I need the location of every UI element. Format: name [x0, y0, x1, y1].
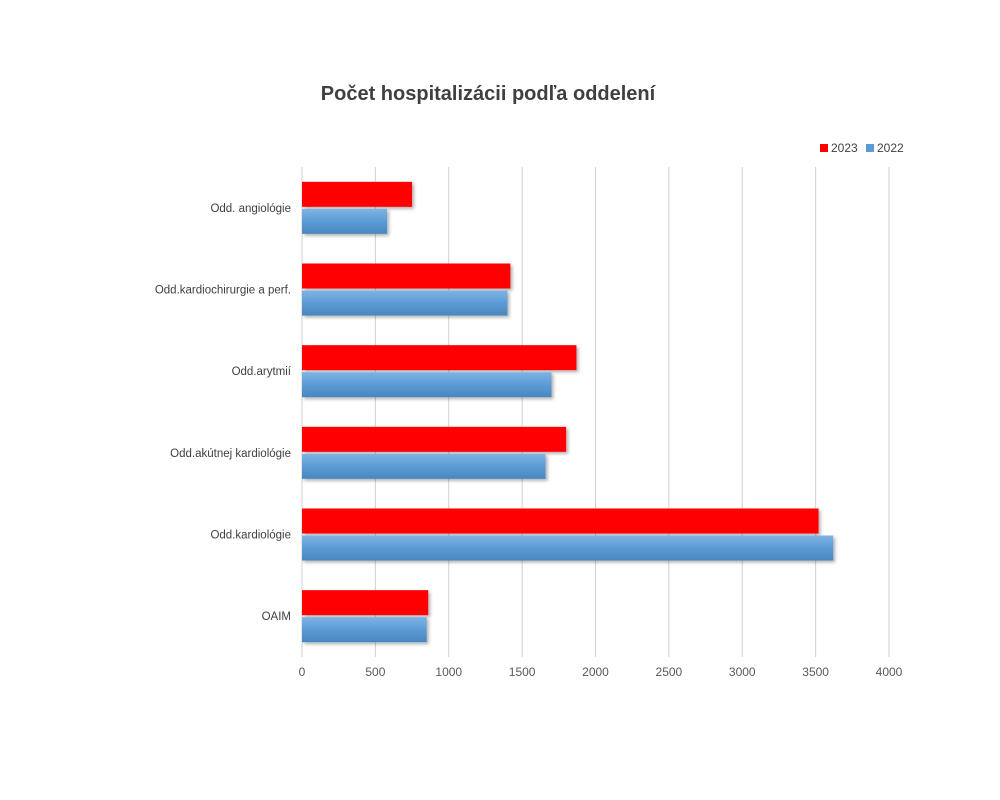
- bar-2022-2: [302, 372, 552, 398]
- x-tick-label-0: 0: [299, 665, 306, 679]
- x-axis-ticks: 0 500 1000 1500 2000 2500 3000 3500 4000: [299, 665, 903, 679]
- category-labels: Odd. angiológie Odd.kardiochirurgie a per…: [155, 203, 292, 623]
- x-tick-label-500: 500: [365, 665, 385, 679]
- x-tick-label-2500: 2500: [656, 665, 683, 679]
- bar-2022-0: [302, 208, 388, 234]
- bar-2022-1: [302, 290, 508, 316]
- bar-2023-2: [302, 345, 577, 371]
- category-label: OAIM: [262, 611, 291, 623]
- bars: [302, 181, 834, 643]
- legend: 2023 2022: [820, 141, 904, 155]
- bar-2023-1: [302, 263, 511, 289]
- bar-2023-3: [302, 426, 567, 452]
- grid: [301, 167, 890, 657]
- legend-label-2023: 2023: [831, 141, 858, 155]
- category-label: Odd.arytmií: [232, 366, 292, 378]
- x-tick-label-3500: 3500: [802, 665, 829, 679]
- legend-label-2022: 2022: [877, 141, 904, 155]
- bar-2022-5: [302, 617, 427, 643]
- bar-2022-3: [302, 453, 546, 479]
- legend-swatch-2022: [866, 144, 874, 152]
- bar-2023-5: [302, 590, 429, 616]
- x-tick-label-3000: 3000: [729, 665, 756, 679]
- x-tick-label-4000: 4000: [876, 665, 903, 679]
- x-tick-label-1000: 1000: [435, 665, 462, 679]
- legend-swatch-2023: [820, 144, 828, 152]
- category-label: Odd. angiológie: [210, 203, 291, 215]
- category-label: Odd.kardiológie: [210, 530, 291, 542]
- bar-2023-0: [302, 181, 413, 207]
- chart-title: Počet hospitalizácii podľa oddelení: [321, 83, 657, 105]
- bar-2022-4: [302, 535, 834, 561]
- category-label: Odd.akútnej kardiológie: [170, 448, 291, 460]
- bar-2023-4: [302, 508, 819, 534]
- x-tick-label-1500: 1500: [509, 665, 536, 679]
- x-tick-label-2000: 2000: [582, 665, 609, 679]
- category-label: Odd.kardiochirurgie a perf.: [155, 285, 291, 297]
